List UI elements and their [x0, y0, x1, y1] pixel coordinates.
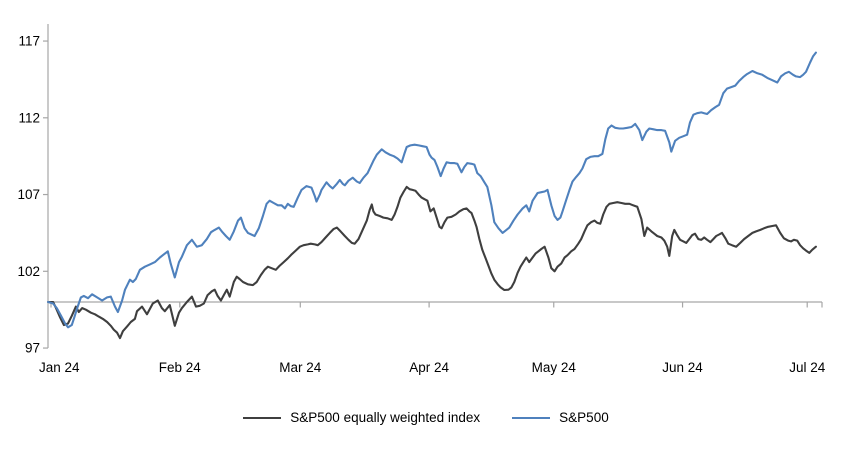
x-tick-label-jan-24: Jan 24 [39, 360, 80, 375]
legend-swatch-equal-weight-line [243, 416, 282, 419]
x-tick-label-jun-24: Jun 24 [662, 360, 703, 375]
legend-item-equal-weight: S&P500 equally weighted index [243, 410, 480, 425]
y-tick-label-97: 97 [25, 341, 40, 356]
series-line-s-p500-equally-weighted-index [47, 185, 817, 340]
x-tick-label-apr-24: Apr 24 [409, 360, 449, 375]
x-tick-label-jul-24: Jul 24 [789, 360, 826, 375]
legend-swatch-sp500-line [512, 416, 551, 419]
legend-label-equal-weight: S&P500 equally weighted index [290, 410, 481, 425]
series-line-s-p500 [47, 51, 817, 329]
line-chart: 97 102 107 112 117 Jan 24 Feb 24 Mar 24 Apr 24 Ma… [17, 24, 826, 375]
y-tick-label-117: 117 [18, 34, 40, 49]
legend: S&P500 equally weighted index S&P500 [0, 410, 852, 425]
x-tick-label-mar-24: Mar 24 [279, 360, 322, 375]
y-tick-label-102: 102 [17, 264, 40, 279]
legend-item-sp500: S&P500 [512, 410, 609, 425]
y-tick-label-112: 112 [18, 110, 40, 125]
legend-label-sp500: S&P500 [559, 410, 609, 425]
y-tick-label-107: 107 [17, 187, 40, 202]
x-tick-label-may-24: May 24 [532, 360, 577, 375]
x-tick-label-feb-24: Feb 24 [159, 360, 202, 375]
